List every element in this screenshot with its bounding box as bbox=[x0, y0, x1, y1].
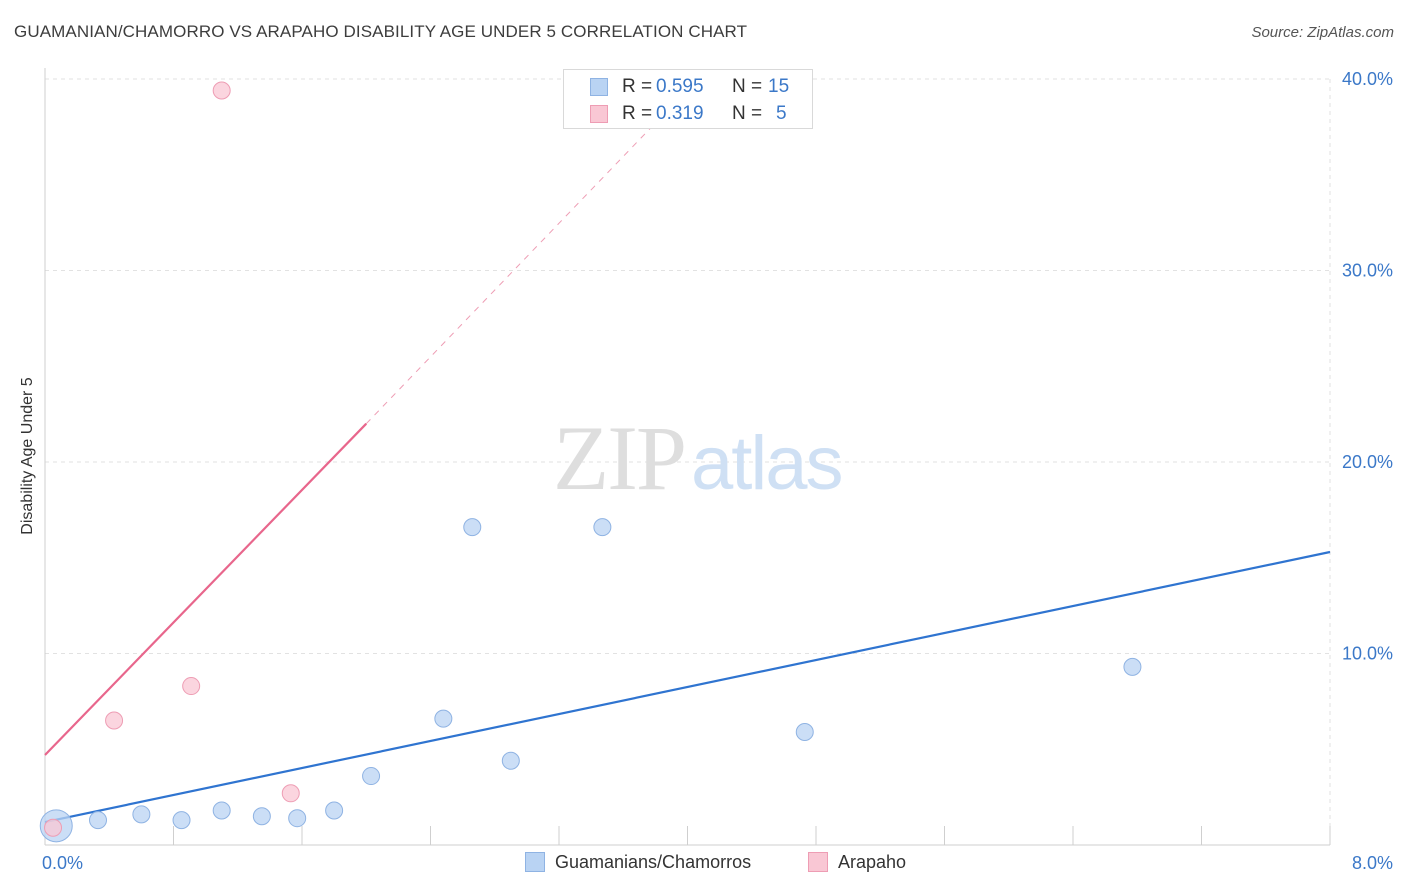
y-tick-label: 40.0% bbox=[1342, 69, 1393, 89]
point-guamanians bbox=[1123, 657, 1142, 676]
y-axis-label: Disability Age Under 5 bbox=[19, 377, 36, 535]
y-tick-label: 20.0% bbox=[1342, 452, 1393, 472]
legend-swatch-pink bbox=[808, 852, 828, 872]
axes bbox=[44, 68, 1331, 846]
legend-item-arapaho: Arapaho bbox=[808, 852, 906, 873]
point-guamanians bbox=[288, 809, 307, 828]
chart-title: GUAMANIAN/CHAMORRO VS ARAPAHO DISABILITY… bbox=[14, 22, 748, 41]
trendline-guamanians bbox=[44, 550, 1331, 824]
legend-r-value: 0.319 bbox=[656, 103, 704, 124]
legend-r-label: R = bbox=[622, 103, 653, 124]
point-guamanians bbox=[172, 811, 191, 830]
x-tick-label: 0.0% bbox=[42, 853, 83, 873]
point-guamanians bbox=[501, 751, 520, 770]
legend-n-value: 15 bbox=[768, 76, 790, 97]
series-legend: Guamanians/Chamorros Arapaho bbox=[0, 850, 1406, 878]
point-guamanians bbox=[463, 518, 482, 537]
legend-swatch-blue bbox=[590, 78, 608, 96]
point-guamanians bbox=[89, 811, 108, 830]
data-points bbox=[39, 81, 1142, 843]
point-arapaho bbox=[44, 818, 63, 837]
legend-swatch-blue bbox=[525, 852, 545, 872]
trendline-arapaho-extension bbox=[365, 122, 656, 425]
tick-labels: 10.0% 20.0% 30.0% 40.0% 0.0% 8.0% bbox=[42, 69, 1393, 873]
legend-n-value: 5 bbox=[776, 103, 787, 124]
point-arapaho bbox=[212, 81, 231, 100]
point-guamanians bbox=[252, 807, 271, 826]
legend-row-guamanians: R = 0.595 N = 15 bbox=[564, 74, 812, 100]
legend-label-arapaho: Arapaho bbox=[838, 852, 907, 872]
point-guamanians bbox=[325, 801, 344, 820]
watermark: ZIPatlas bbox=[553, 405, 844, 511]
legend-row-arapaho: R = 0.319 N = 5 bbox=[564, 101, 812, 127]
watermark-atlas: atlas bbox=[691, 421, 844, 506]
point-guamanians bbox=[212, 801, 231, 820]
point-guamanians bbox=[593, 518, 612, 537]
watermark-zip: ZIP bbox=[553, 407, 687, 509]
y-tick-label: 30.0% bbox=[1342, 261, 1393, 281]
legend-n-label: N = bbox=[732, 76, 763, 97]
correlation-legend: R = 0.595 N = 15 R = 0.319 N = 5 bbox=[563, 69, 813, 129]
legend-item-guamanians: Guamanians/Chamorros bbox=[525, 852, 751, 873]
legend-r-label: R = bbox=[622, 76, 653, 97]
legend-swatch-pink bbox=[590, 105, 608, 123]
x-tick-label: 8.0% bbox=[1352, 853, 1393, 873]
point-arapaho bbox=[281, 784, 300, 803]
point-arapaho bbox=[105, 711, 124, 730]
legend-r-value: 0.595 bbox=[656, 76, 704, 97]
legend-label-guamanians: Guamanians/Chamorros bbox=[555, 852, 752, 872]
point-guamanians bbox=[362, 767, 381, 786]
trendlines bbox=[44, 122, 1331, 824]
point-guamanians bbox=[795, 723, 814, 742]
legend-n-label: N = bbox=[732, 103, 763, 124]
point-arapaho bbox=[182, 677, 201, 696]
y-tick-label: 10.0% bbox=[1342, 644, 1393, 664]
point-guamanians bbox=[434, 709, 453, 728]
source-label: Source: ZipAtlas.com bbox=[1251, 24, 1394, 41]
point-guamanians bbox=[132, 805, 151, 824]
trendline-arapaho bbox=[44, 422, 368, 756]
